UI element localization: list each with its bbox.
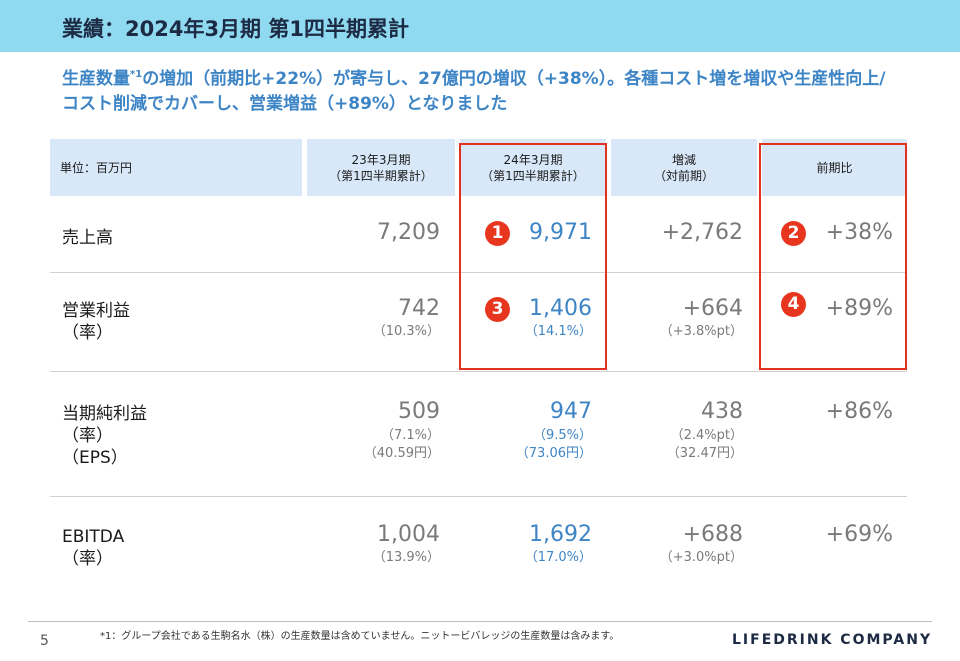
col-header-line2: （第1四半期累計） [329,168,433,183]
marker-3: 3 [485,297,510,322]
operating-profit-prev: 742 [398,296,440,321]
net-income-prev: 509 [398,399,440,424]
operating-profit-diff: +664 [682,296,743,321]
net-income-diff: 438 [701,399,743,424]
unit-header: 単位：百万円 [50,139,302,196]
row-label-eps: （EPS） [62,448,128,468]
row-label-rate: （率） [62,323,113,343]
col-header-diff: 増減 （対前期） [611,139,757,196]
row-label-rate: （率） [62,549,113,569]
row-divider [50,371,907,372]
net-income-prev-eps: （40.59円） [363,446,440,461]
col-header-line2: （対前期） [653,168,714,183]
col-header-line1: 前期比 [816,160,853,175]
sales-prev: 7,209 [377,220,440,245]
col-header-curr: 24年3月期 （第1四半期累計） [460,139,606,196]
marker-2: 2 [781,221,806,246]
page-title: 業績：2024年3月期 第1四半期累計 [62,17,409,41]
marker-4: 4 [781,292,806,317]
headline: 生産数量*1の増加（前期比+22%）が寄与し、27億円の増収（+38%）。各種コ… [62,62,902,117]
col-header-line1: 増減 [671,152,696,167]
operating-profit-curr: 1,406 [529,296,592,321]
footnote-mark: *1 [130,69,143,80]
operating-profit-prev-rate: （10.3%） [372,324,440,339]
col-header-prev: 23年3月期 （第1四半期累計） [307,139,455,196]
ebitda-curr: 1,692 [529,522,592,547]
net-income-ratio: +86% [825,399,893,424]
operating-profit-diff-rate: （+3.8%pt） [659,324,743,339]
row-divider [50,272,907,273]
row-label-net-income: 当期純利益 [62,404,147,424]
col-header-line2: （第1四半期累計） [481,168,585,183]
ebitda-diff: +688 [682,522,743,547]
sales-ratio: +38% [825,220,893,245]
headline-part1: 生産数量 [62,69,130,89]
page-number: 5 [40,633,49,649]
net-income-curr: 947 [550,399,592,424]
net-income-diff-eps: （32.47円） [666,446,743,461]
net-income-diff-rate: （2.4%pt） [670,428,743,443]
title-bar: 業績：2024年3月期 第1四半期累計 [0,0,960,52]
sales-curr: 9,971 [529,220,592,245]
headline-part2: の増加（前期比+22%）が寄与し、27億円の増収（+38%）。各種コスト増を増収… [62,69,886,114]
row-label-operating-profit: 営業利益 [62,301,130,321]
ebitda-prev: 1,004 [377,522,440,547]
net-income-curr-rate: （9.5%） [532,428,592,443]
ebitda-curr-rate: （17.0%） [524,550,592,565]
highlight-box-current [459,143,607,370]
company-logo: LIFEDRINK COMPANY [732,632,933,648]
col-header-ratio: 前期比 [762,139,907,196]
ebitda-prev-rate: （13.9%） [372,550,440,565]
operating-profit-ratio: +89% [825,296,893,321]
col-header-line1: 23年3月期 [351,152,411,167]
row-label-sales: 売上高 [62,228,113,248]
row-label-rate: （率） [62,426,113,446]
unit-label: 単位：百万円 [60,160,133,175]
marker-1: 1 [485,221,510,246]
row-divider [50,496,907,497]
ebitda-diff-rate: （+3.0%pt） [659,550,743,565]
footnote: *1：グループ会社である生駒名水（株）の生産数量は含めていません。ニットービバレ… [100,631,620,642]
highlight-box-ratio [759,143,907,370]
sales-diff: +2,762 [661,220,743,245]
row-label-ebitda: EBITDA [62,527,125,547]
net-income-curr-eps: （73.06円） [515,446,592,461]
col-header-line1: 24年3月期 [503,152,563,167]
footer-divider [28,621,932,622]
ebitda-ratio: +69% [825,522,893,547]
net-income-prev-rate: （7.1%） [380,428,440,443]
operating-profit-curr-rate: （14.1%） [524,324,592,339]
